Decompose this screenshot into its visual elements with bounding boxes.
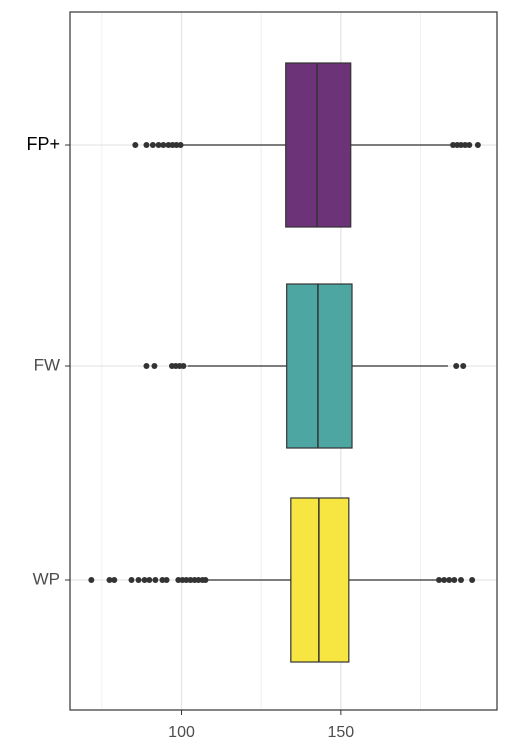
box — [290, 497, 350, 663]
outlier — [474, 142, 481, 148]
category-label: WP — [33, 569, 60, 588]
outlier — [469, 577, 476, 583]
outlier — [180, 363, 187, 369]
outlier — [159, 577, 166, 583]
outlier — [462, 142, 469, 148]
x-tick-label: 150 — [328, 724, 355, 741]
panel-border — [69, 11, 498, 711]
outlier — [106, 577, 113, 583]
outlier — [187, 577, 194, 583]
outlier — [441, 577, 448, 583]
x-tick-label: 100 — [168, 724, 195, 741]
outlier — [151, 363, 158, 369]
outlier — [173, 142, 180, 148]
outlier — [202, 577, 209, 583]
outlier — [195, 577, 202, 583]
outlier — [149, 142, 156, 148]
outlier — [163, 577, 170, 583]
outlier — [451, 577, 458, 583]
box — [286, 283, 353, 449]
outlier — [132, 142, 139, 148]
outlier — [141, 577, 148, 583]
outlier — [152, 577, 159, 583]
outlier — [446, 577, 453, 583]
outlier — [111, 577, 118, 583]
outlier — [165, 142, 172, 148]
outlier — [183, 577, 190, 583]
outlier — [160, 142, 167, 148]
outlier — [466, 142, 473, 148]
outlier — [143, 142, 150, 148]
outlier — [88, 577, 95, 583]
outlier — [143, 363, 150, 369]
outlier — [155, 142, 162, 148]
outlier — [457, 577, 464, 583]
outlier — [453, 363, 460, 369]
category-label: FW — [34, 355, 60, 374]
outlier — [128, 577, 135, 583]
category-label: FP+ — [26, 134, 60, 154]
outlier — [135, 577, 142, 583]
box — [285, 62, 352, 228]
outlier — [457, 142, 464, 148]
outlier — [177, 142, 184, 148]
outlier — [436, 577, 443, 583]
outlier — [460, 363, 467, 369]
outlier — [175, 577, 182, 583]
panel — [70, 12, 497, 710]
outlier — [450, 142, 457, 148]
outlier — [146, 577, 153, 583]
